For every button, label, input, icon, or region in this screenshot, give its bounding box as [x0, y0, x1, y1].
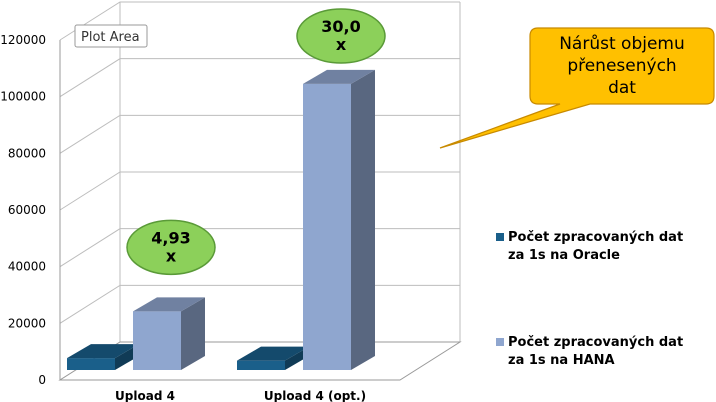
callout-text-line: 30,0	[321, 17, 360, 36]
legend: Počet zpracovaných dat za 1s na Oracle P…	[496, 230, 683, 368]
bar-top	[237, 346, 309, 361]
y-tick-label: 40000	[8, 260, 46, 274]
x-axis: Upload 4 Upload 4 (opt.)	[115, 389, 366, 402]
plot-area-label: Plot Area	[81, 30, 140, 45]
bar-top	[303, 69, 375, 84]
grid	[59, 1, 461, 381]
growth-note: Nárůst objemu přenesených dat	[439, 27, 715, 149]
y-tick-label: 120000	[0, 33, 46, 47]
legend-item-oracle: Počet zpracovaných dat za 1s na Oracle	[496, 230, 683, 263]
y-tick-label: 100000	[0, 90, 46, 104]
x-tick-label: Upload 4	[115, 389, 175, 402]
legend-label-oracle-line-2: za 1s na Oracle	[508, 248, 620, 263]
bar-front	[133, 311, 181, 370]
bar-hana-0	[133, 297, 205, 370]
ratio-callout-0: 4,93x	[126, 219, 216, 276]
callout-text-line: 4,93	[151, 228, 190, 247]
bar-side	[351, 69, 375, 370]
note-line-1: Nárůst objemu	[559, 34, 685, 54]
legend-swatch-hana	[496, 338, 504, 346]
bar-front	[303, 83, 351, 370]
y-tick-label: 20000	[8, 316, 46, 330]
plot-area-tooltip: Plot Area	[74, 24, 148, 48]
bars	[67, 69, 375, 370]
callout-text-line: x	[166, 246, 177, 265]
callout-bubble	[126, 219, 216, 276]
legend-label-hana-line-2: za 1s na HANA	[508, 353, 615, 368]
note-line-2: přenesených	[567, 56, 676, 76]
legend-swatch-oracle	[496, 233, 504, 241]
legend-label-hana-line-1: Počet zpracovaných dat	[508, 335, 683, 350]
y-tick-label: 60000	[8, 203, 46, 217]
y-tick-label: 0	[38, 373, 46, 387]
bar-hana-1	[303, 69, 375, 370]
ratio-callout-1: 30,0x	[296, 8, 386, 64]
bar-front	[67, 358, 115, 370]
note-line-3: dat	[608, 78, 636, 98]
legend-label-oracle-line-1: Počet zpracovaných dat	[508, 230, 683, 245]
y-axis: 0 20000 40000 60000 80000 100000 120000	[0, 33, 61, 387]
legend-item-hana: Počet zpracovaných dat za 1s na HANA	[496, 335, 683, 368]
bar-side	[181, 297, 205, 370]
callout-text-line: x	[336, 35, 347, 54]
bar-top	[133, 297, 205, 312]
y-tick-label: 80000	[8, 146, 46, 160]
bar-front	[237, 360, 285, 370]
bar-top	[67, 344, 139, 359]
callout-bubble	[296, 8, 386, 64]
x-tick-label: Upload 4 (opt.)	[264, 389, 366, 402]
